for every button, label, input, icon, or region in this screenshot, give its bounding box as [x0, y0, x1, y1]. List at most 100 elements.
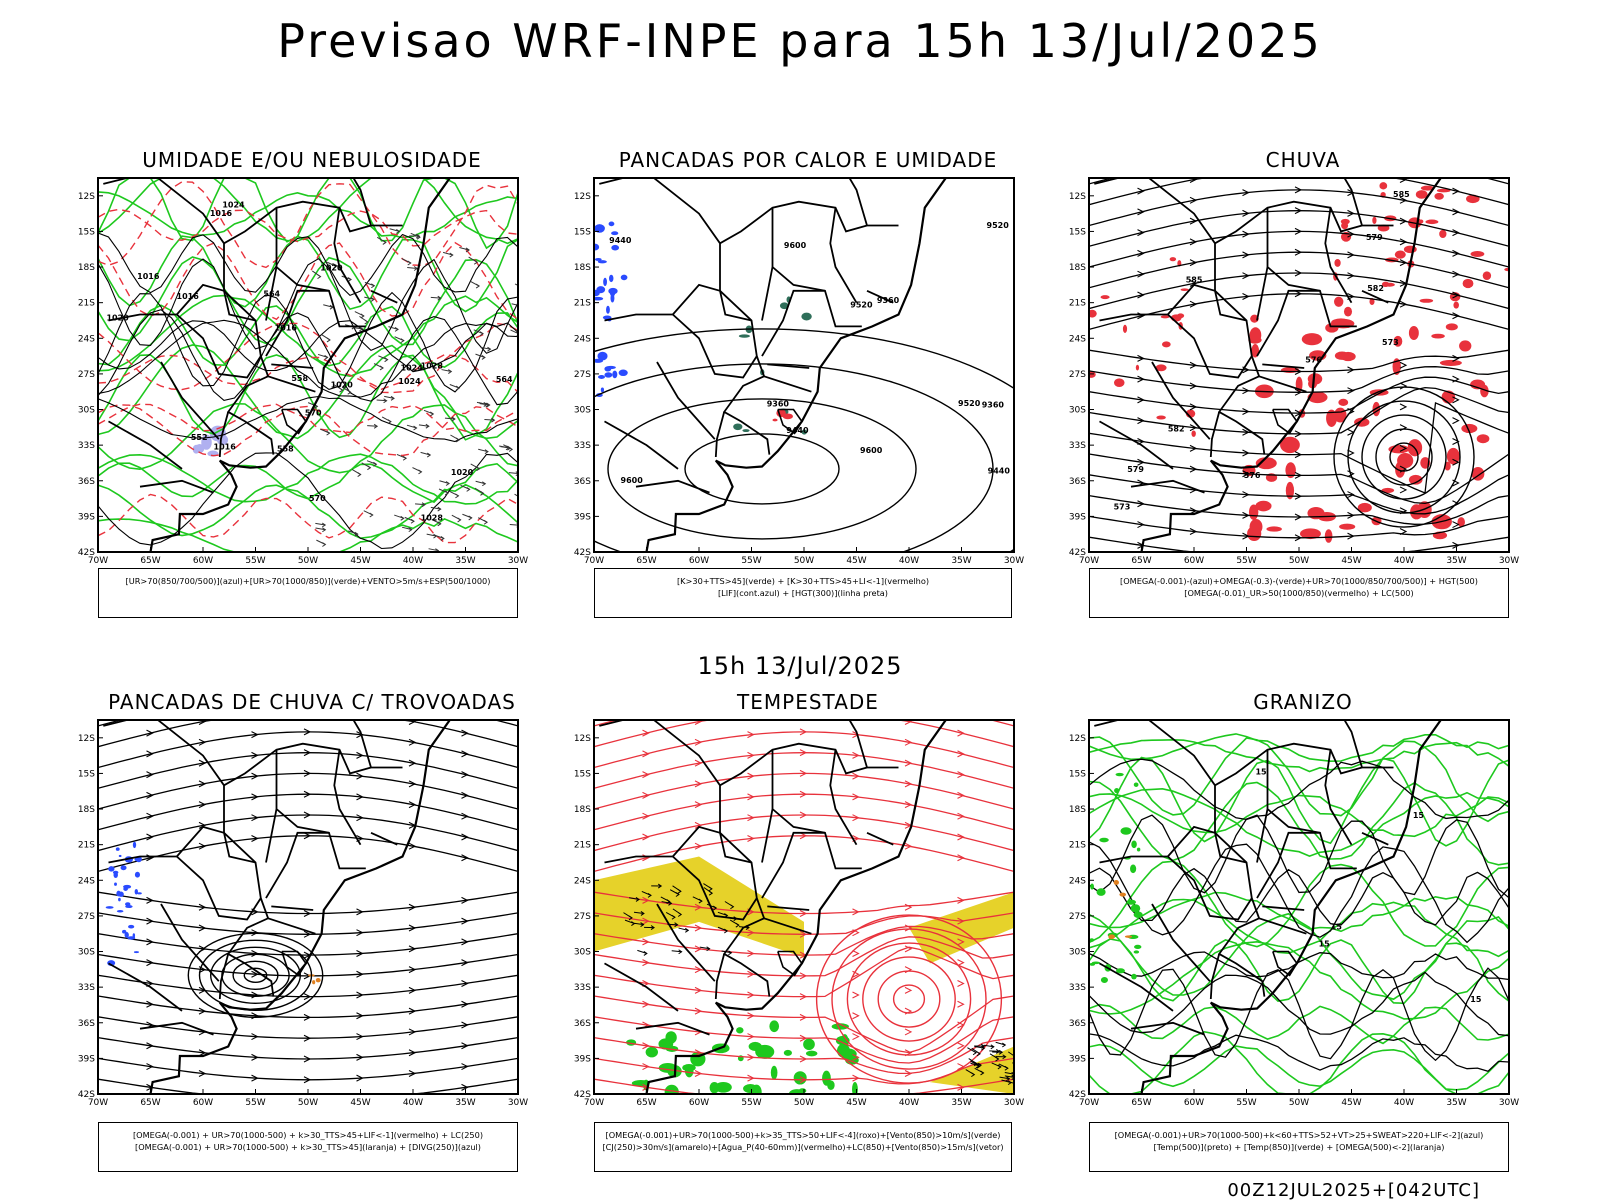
legend-box: [OMEGA(-0.001)+UR>70(1000-500)+k>35_TTS>…	[594, 1122, 1012, 1172]
kt-red-area-patch	[772, 419, 777, 422]
lon-tick-label: 40W	[899, 1098, 919, 1108]
granizo-green-patch-patch	[1101, 977, 1108, 983]
contour-label-text: 558	[291, 374, 308, 383]
lon-tick-label: 35W	[455, 1098, 475, 1108]
omega-rain-west-patch	[1181, 288, 1189, 291]
divg-blue-area-patch	[114, 883, 117, 886]
omega-rain-area-patch	[1302, 333, 1322, 345]
lon-tick-label: 35W	[951, 1098, 971, 1108]
wind850-vectors-south-arrowhead	[1019, 1065, 1022, 1069]
omega-rain-west-patch	[1101, 295, 1110, 299]
lat-tick-label: 27S	[78, 370, 95, 380]
lon-tick-label: 30W	[1004, 1098, 1024, 1108]
legend-line: [OMEGA(-0.001)+UR>70(1000-500)+k<60+TTS>…	[1090, 1129, 1508, 1141]
lon-tick-label: 70W	[88, 1098, 108, 1108]
lat-tick-label: 27S	[574, 370, 591, 380]
omega-rain-west-patch	[1170, 257, 1176, 261]
map-plot: 58558558257957657357357657958212S15S18S2…	[1063, 148, 1543, 588]
kt-green-area-patch	[801, 313, 811, 321]
lon-tick-label: 55W	[741, 1098, 761, 1108]
omega-rain-west-patch	[1123, 325, 1127, 333]
lon-tick-label: 50W	[1289, 556, 1309, 566]
lon-tick-label: 55W	[1236, 556, 1256, 566]
lat-tick-label: 33S	[1069, 983, 1086, 993]
wind850-green-area-patch	[715, 1082, 732, 1093]
lat-tick-label: 21S	[78, 841, 95, 851]
lat-tick-label: 39S	[1069, 512, 1086, 522]
omega-rain-area-patch	[1340, 352, 1355, 361]
omega-rain-area-patch	[1440, 360, 1462, 366]
contour-label-text: 1024	[398, 377, 421, 386]
contour-label-text: 9520	[850, 301, 873, 310]
divg-blue-area-patch	[137, 892, 142, 894]
lat-tick-label: 12S	[574, 734, 591, 744]
lif-blue-area-patch	[621, 275, 628, 281]
lat-tick-label: 24S	[78, 876, 95, 886]
wind850-green-area-patch	[771, 1066, 778, 1080]
lon-tick-label: 40W	[403, 556, 423, 566]
granizo-green-patch-patch	[1134, 783, 1139, 787]
omega-rain-north-patch	[1483, 271, 1491, 280]
lat-tick-label: 21S	[574, 841, 591, 851]
omega-rain-west-patch	[1191, 430, 1195, 436]
lif-blue-area-patch	[610, 294, 614, 303]
contour-label-text: 9360	[877, 296, 900, 305]
lon-tick-label: 45W	[350, 1098, 370, 1108]
lat-tick-label: 30S	[1069, 406, 1086, 416]
granizo-green-patch-patch	[1090, 938, 1094, 942]
lat-tick-label: 39S	[1069, 1054, 1086, 1064]
divg-blue-area-patch	[133, 842, 136, 848]
lon-tick-label: 50W	[298, 556, 318, 566]
lon-tick-label: 65W	[140, 556, 160, 566]
lat-tick-label: 24S	[574, 876, 591, 886]
omega-rain-west-patch	[1162, 341, 1171, 347]
lat-tick-label: 39S	[78, 1054, 95, 1064]
granizo-green-patch-patch	[1092, 962, 1100, 965]
lat-tick-label: 36S	[1069, 477, 1086, 487]
lat-tick-label: 30S	[574, 406, 591, 416]
contour-label-text: 579	[1366, 233, 1383, 242]
lat-tick-label: 21S	[1069, 841, 1086, 851]
omega-rain-north-patch	[1453, 302, 1459, 309]
lif-blue-area-patch	[611, 231, 618, 235]
legend-line: [OMEGA(-0.001) + UR>70(1000-500) + k>30_…	[99, 1129, 517, 1141]
granizo-green-patch-patch	[1131, 974, 1137, 980]
wind-vectors-arrowhead	[520, 497, 523, 501]
divg-blue-area-patch	[116, 891, 120, 897]
kt-green-area-patch	[733, 423, 742, 430]
granizo-green-patch-patch	[1130, 865, 1136, 874]
lon-tick-label: 55W	[1236, 1098, 1256, 1108]
contour-label-text: 1016	[137, 272, 160, 281]
omega-rain-area-patch	[1247, 526, 1261, 541]
divg-blue-area-patch	[113, 871, 118, 874]
lon-tick-label: 35W	[455, 556, 475, 566]
omega-rain-north-patch	[1379, 182, 1387, 189]
lon-tick-label: 70W	[1079, 556, 1099, 566]
lat-tick-label: 15S	[1069, 769, 1086, 779]
lon-tick-label: 70W	[1079, 1098, 1099, 1108]
contour-label-text: 9600	[621, 476, 644, 485]
lif-blue-area-patch	[608, 288, 617, 295]
omega-rain-north-patch	[1372, 217, 1376, 224]
contour-label-text: 9440	[609, 236, 632, 245]
lif-blue-area-patch	[603, 278, 607, 286]
lon-tick-label: 70W	[584, 1098, 604, 1108]
lif-blue-area-patch	[609, 275, 613, 282]
lon-tick-label: 55W	[245, 556, 265, 566]
lon-tick-label: 30W	[1499, 556, 1519, 566]
omega-rain-north-patch	[1341, 222, 1348, 229]
lat-tick-label: 30S	[1069, 948, 1086, 958]
omega-rain-area-patch	[1409, 326, 1419, 340]
omega-rain-area-patch	[1477, 434, 1490, 443]
valid-time-subtitle: 15h 13/Jul/2025	[0, 652, 1600, 680]
omega-rain-west-patch	[1136, 365, 1139, 371]
lat-tick-label: 12S	[78, 192, 95, 202]
legend-line: [LIF](cont.azul) + [HGT(300)](linha pret…	[595, 587, 1011, 599]
lat-tick-label: 15S	[574, 227, 591, 237]
omega-rain-area-patch	[1325, 529, 1333, 542]
kt-green-area-patch	[742, 429, 749, 432]
